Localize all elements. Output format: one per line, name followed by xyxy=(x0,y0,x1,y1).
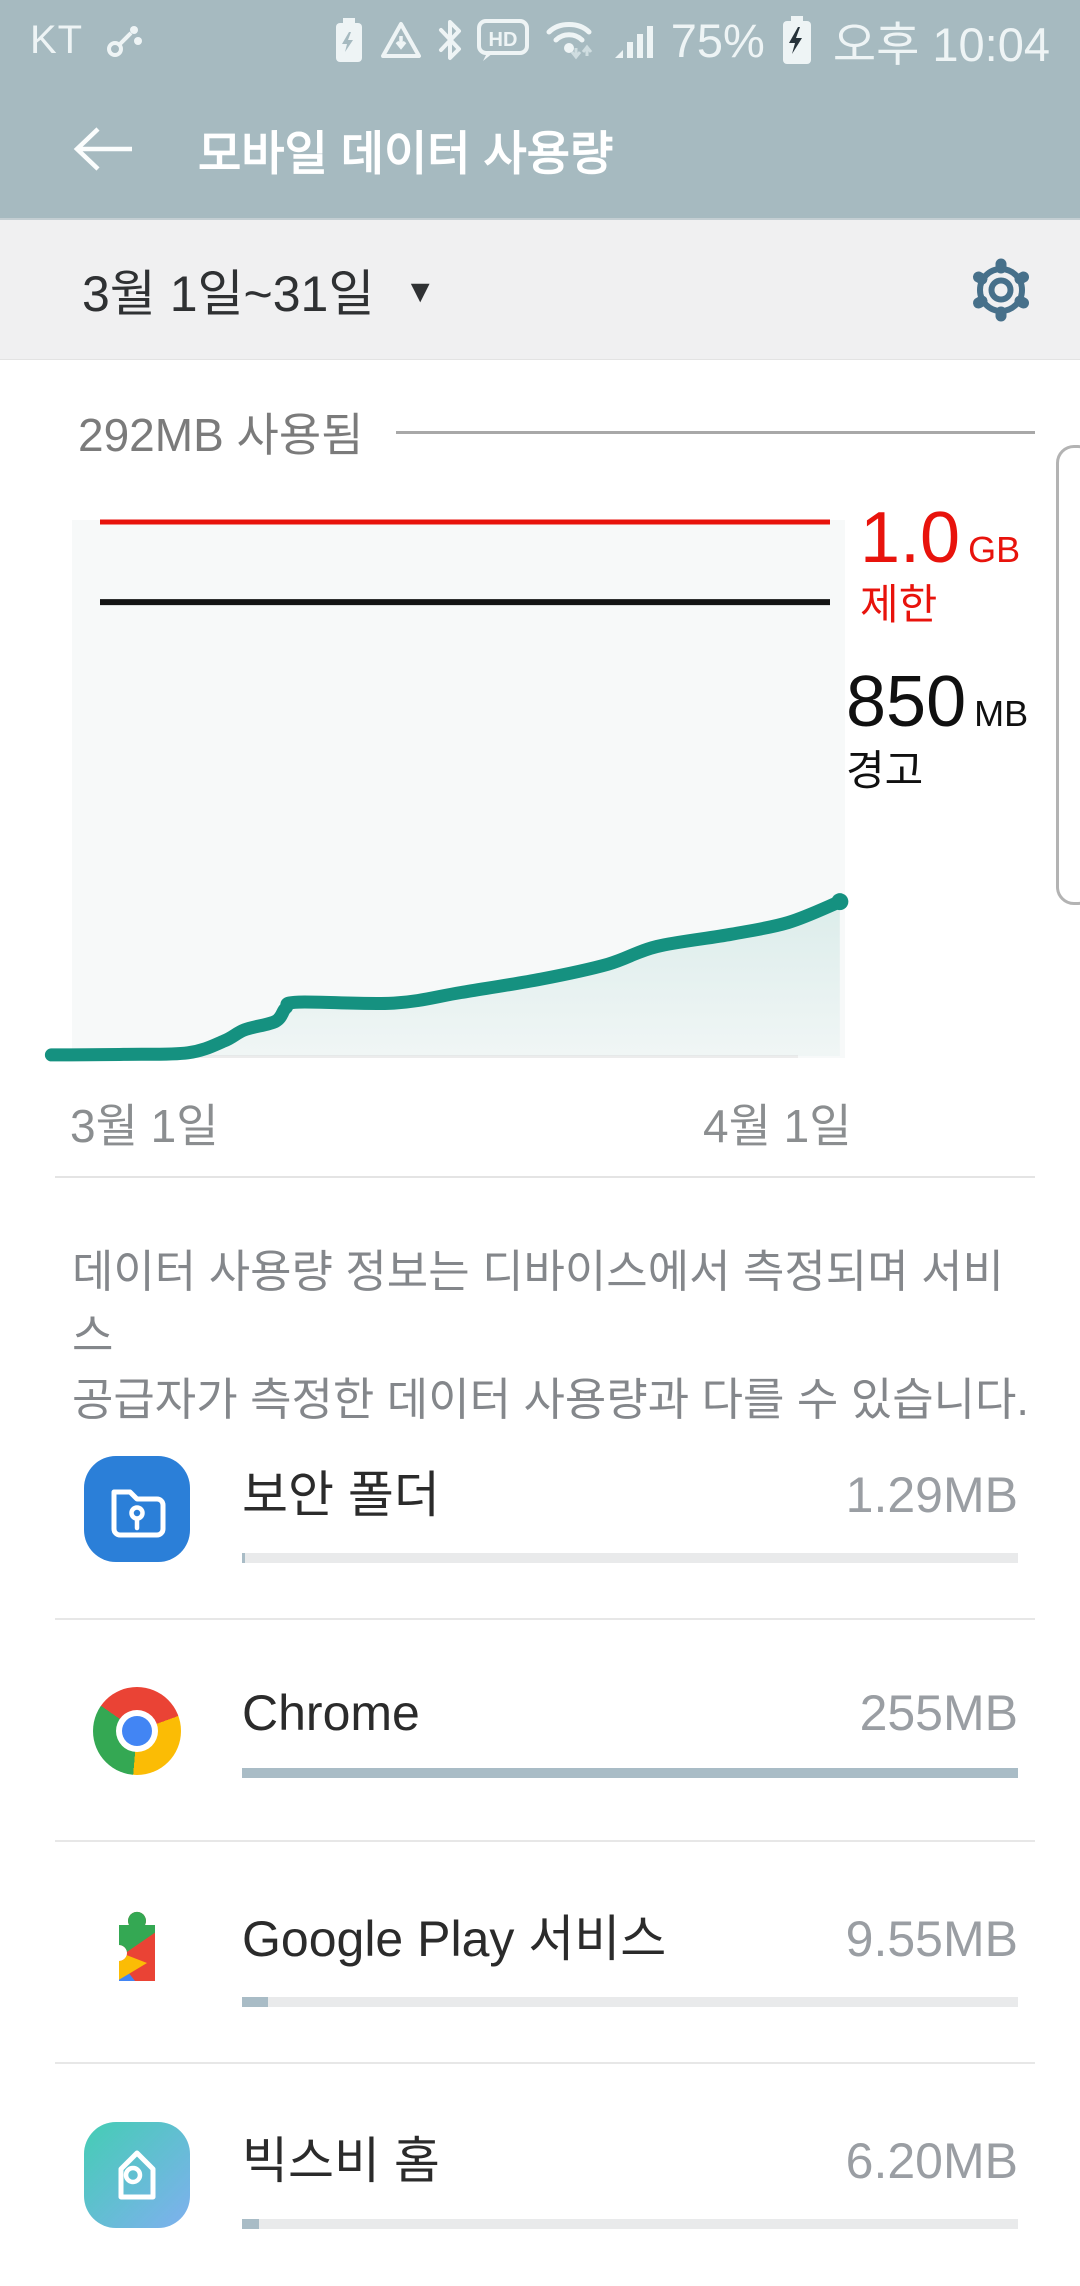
page-title: 모바일 데이터 사용량 xyxy=(198,126,614,180)
usage-bar-fill xyxy=(242,1553,246,1563)
usage-bar-track xyxy=(242,1768,1018,1778)
scrollbar-thumb[interactable] xyxy=(1056,445,1080,905)
usage-summary-label: 292MB 사용됨 xyxy=(78,409,364,461)
x-axis-label-end: 4월 1일 xyxy=(703,1100,852,1152)
x-axis-label-start: 3월 1일 xyxy=(70,1100,219,1152)
app-bar: 모바일 데이터 사용량 xyxy=(0,80,1080,218)
app-usage-value: 1.29MB xyxy=(845,1467,1018,1523)
usage-summary: 292MB 사용됨 xyxy=(78,400,1035,464)
arrow-left-icon xyxy=(73,127,132,171)
warning-value: 850 xyxy=(846,662,967,742)
app-row-bixby-home[interactable]: 빅스비 홈 6.20MB xyxy=(0,2064,1080,2286)
usage-bar-track xyxy=(242,1553,1018,1563)
data-usage-settings-button[interactable] xyxy=(966,255,1036,325)
bixby-home-icon xyxy=(84,2122,190,2228)
wifi-icon xyxy=(546,22,592,60)
google-play-services-icon xyxy=(84,1900,190,2006)
battery-charging-icon xyxy=(782,16,811,64)
warning-caption: 경고 xyxy=(846,747,924,794)
app-name: 보안 폴더 xyxy=(242,1467,440,1523)
summary-rule xyxy=(395,430,1035,434)
clock-label: 오후 10:04 xyxy=(832,17,1050,71)
app-usage-value: 255MB xyxy=(859,1685,1018,1741)
app-row-chrome[interactable]: Chrome 255MB xyxy=(0,1620,1080,1842)
usb-tethering-icon xyxy=(107,26,143,57)
usage-bar-fill xyxy=(242,1997,268,2007)
battery-saver-icon xyxy=(335,18,362,62)
usage-bar-track xyxy=(242,2219,1018,2229)
app-name: Google Play 서비스 xyxy=(242,1911,667,1967)
date-range-dropdown[interactable]: 3월 1일~31일 ▼ xyxy=(82,254,436,326)
svg-text:HD: HD xyxy=(488,29,517,51)
warning-unit: MB xyxy=(974,693,1029,734)
row-divider xyxy=(55,2062,1035,2064)
limit-value: 1.0 xyxy=(860,498,961,578)
measurement-notice-text: 데이터 사용량 정보는 디바이스에서 측정되며 서비스 공급자가 측정한 데이터… xyxy=(72,1246,1029,1425)
signal-strength-icon xyxy=(614,26,653,58)
usage-bar-fill xyxy=(242,1768,1018,1778)
app-usage-value: 6.20MB xyxy=(845,2133,1018,2189)
limit-unit: GB xyxy=(968,529,1021,570)
back-button[interactable] xyxy=(66,114,142,184)
data-saver-icon xyxy=(380,22,421,58)
app-row-google-play-services[interactable]: Google Play 서비스 9.55MB xyxy=(0,1842,1080,2064)
battery-percent-label: 75% xyxy=(670,13,765,67)
data-limit-label: 1.0 GB 제한 xyxy=(860,500,1020,628)
hd-voice-icon: HD xyxy=(476,19,529,61)
date-range-label: 3월 1일~31일 xyxy=(82,265,375,322)
app-row-secure-folder[interactable]: 보안 폴더 1.29MB xyxy=(0,1398,1080,1620)
period-bar: 3월 1일~31일 ▼ xyxy=(0,218,1080,360)
bluetooth-icon xyxy=(438,20,461,60)
status-bar: KT HD xyxy=(0,0,1080,80)
usage-bar-track xyxy=(242,1997,1018,2007)
carrier-label: KT xyxy=(30,17,84,62)
row-divider xyxy=(55,1840,1035,1842)
section-divider xyxy=(55,1176,1035,1178)
mobile-data-usage-screen: { "status_bar": { "carrier": "KT", "batt… xyxy=(0,0,1080,2229)
app-usage-list: 보안 폴더 1.29MB Chrome 255MB xyxy=(0,1398,1080,2286)
usage-bar-fill xyxy=(242,2219,260,2229)
app-usage-value: 9.55MB xyxy=(845,1911,1018,1967)
status-bar-left: KT xyxy=(30,18,145,63)
app-name: 빅스비 홈 xyxy=(242,2133,440,2189)
row-divider xyxy=(55,1618,1035,1620)
app-name: Chrome xyxy=(242,1685,420,1741)
usage-chart xyxy=(44,519,849,1062)
limit-caption: 제한 xyxy=(860,581,938,628)
secure-folder-icon xyxy=(84,1456,190,1562)
status-bar-right: HD 75% 오후 10:04 xyxy=(333,6,1050,75)
gear-icon xyxy=(973,258,1029,321)
data-warning-label: 850 MB 경고 xyxy=(846,664,1028,794)
chrome-icon xyxy=(84,1678,190,1784)
chevron-down-icon: ▼ xyxy=(404,273,436,309)
